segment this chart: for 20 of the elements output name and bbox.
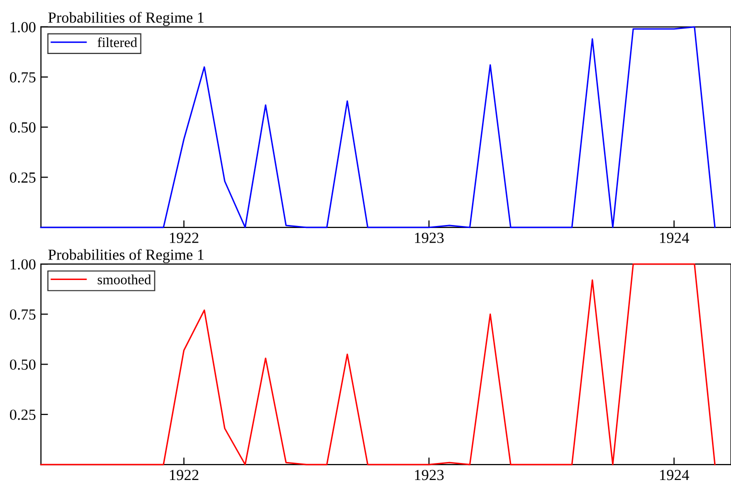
x-tick-label: 1922	[170, 232, 198, 243]
y-tick-label: 0.75	[10, 309, 36, 320]
y-tick-label: 0.25	[10, 410, 36, 420]
legend-label: filtered	[98, 37, 138, 48]
x-tick-label: 1923	[415, 232, 444, 243]
chart-title: Probabilities of Regime 1	[48, 249, 204, 264]
line-series	[40, 26, 716, 228]
y-tick-label: 0.50	[10, 122, 36, 133]
legend-label: smoothed	[98, 274, 152, 284]
x-tick-label: 1924	[660, 232, 690, 243]
x-tick-label: 1922	[170, 470, 198, 480]
x-tick-label: 1923	[415, 470, 444, 480]
y-tick-label: 0.75	[10, 72, 36, 83]
y-tick-label: 0.50	[10, 359, 36, 370]
line-series	[40, 263, 716, 466]
y-tick-label: 1.00	[10, 259, 36, 270]
chart-title: Probabilities of Regime 1	[48, 12, 204, 26]
x-tick-label: 1924	[660, 470, 690, 480]
y-tick-label: 0.25	[10, 172, 36, 183]
y-tick-label: 1.00	[10, 22, 36, 32]
